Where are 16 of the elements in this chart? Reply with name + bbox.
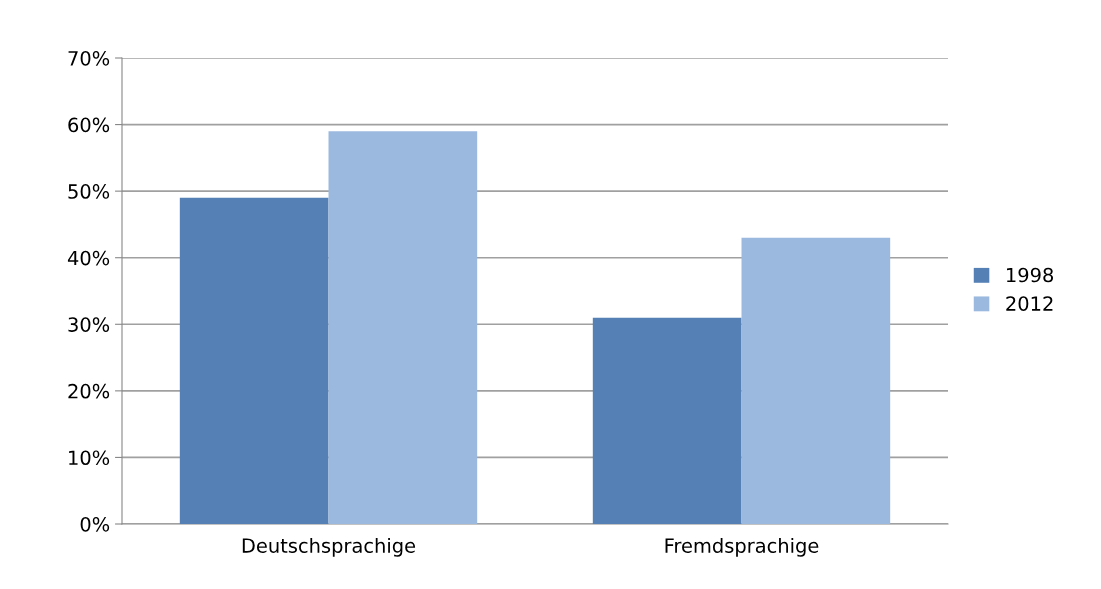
x-tick-label: Fremdsprachige: [665, 537, 819, 557]
y-tick-label: 60%: [68, 117, 110, 133]
bar: [179, 197, 329, 524]
legend-label: 1998: [1007, 267, 1054, 283]
bar: [592, 317, 742, 524]
y-tick-label: 70%: [68, 50, 110, 66]
x-tick-label: Deutschsprachige: [242, 537, 416, 557]
y-tick-label: 30%: [68, 317, 110, 332]
y-tick-label: 10%: [69, 450, 110, 466]
y-tick-label: 50%: [68, 184, 110, 199]
y-tick-label: 0%: [80, 516, 110, 532]
bar: [741, 237, 891, 524]
legend-label: 2012: [1006, 296, 1053, 311]
bar: [328, 131, 478, 524]
y-tick-label: 20%: [68, 383, 110, 399]
y-tick-label: 40%: [67, 250, 110, 266]
